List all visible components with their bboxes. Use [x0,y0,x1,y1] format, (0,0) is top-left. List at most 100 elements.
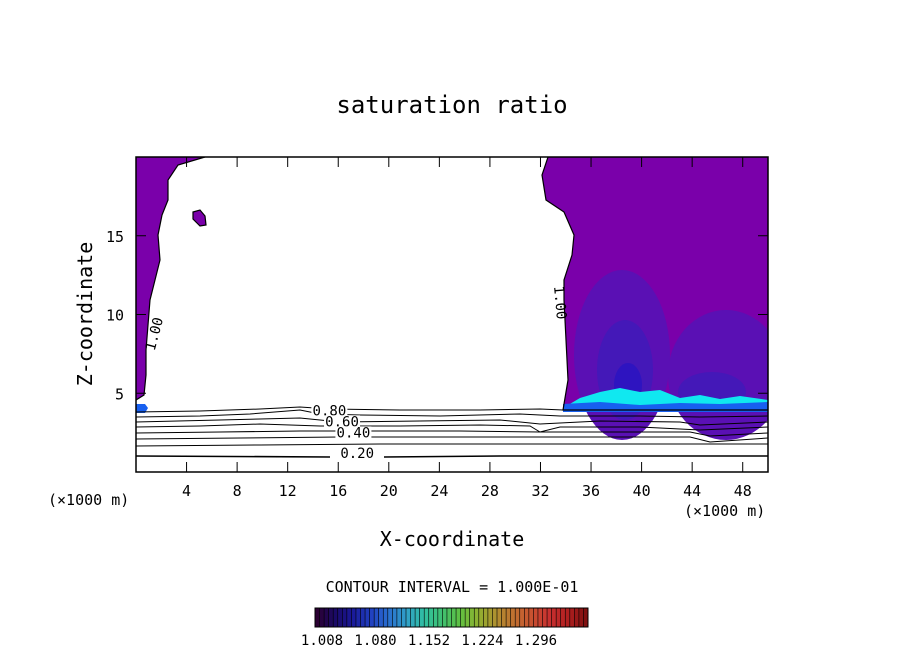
colorbar-swatch [465,608,471,627]
x-tick-label: 12 [279,482,297,500]
contour-line-1-00-blob [192,209,207,227]
colorbar-swatch [355,608,361,627]
contour-line-0-30 [136,443,768,447]
contour-line-0-60 [136,423,768,433]
region-left-supersaturated [136,157,205,400]
colorbar-label: 1.224 [461,633,503,649]
colorbar-swatch [378,608,384,627]
contour-label-bg [335,426,372,441]
colorbar-swatch [346,608,352,627]
contour-interval-label: CONTOUR INTERVAL = 1.000E-01 [326,578,579,596]
colorbar-swatch [328,608,334,627]
contour-line-0-50 [136,430,768,437]
contour-line-0-40 [136,436,768,443]
x-tick-label: 40 [633,482,651,500]
contour-line-0-90 [136,406,564,413]
colorbar-swatch [315,608,321,627]
colorbar-swatch [428,608,434,627]
contour-line-1-00-right [541,157,768,411]
x-tick-label: 44 [683,482,701,500]
contour-line-0-20 [136,455,768,458]
contour-label-bg [339,446,376,461]
colorbar-swatch [574,608,580,627]
x-tick-label: 32 [531,482,549,500]
colorbar-swatch [547,608,553,627]
colorbar-swatch [469,608,475,627]
colorbar-swatch [383,608,389,627]
colorbar-swatch [478,608,484,627]
contour-label: 0.40 [337,425,371,441]
y-tick-label: 10 [106,307,124,325]
colorbar-swatch [524,608,530,627]
colorbar-swatch [396,608,402,627]
colorbar [314,607,589,628]
colorbar-swatch [537,608,543,627]
chart-title: saturation ratio [336,91,567,119]
colorbar-swatch [565,608,571,627]
colorbar-swatch [419,608,425,627]
colorbar-label: 1.296 [515,633,557,649]
x-tick-label: 48 [734,482,752,500]
colorbar-swatch [528,608,534,627]
colorbar-label: 1.080 [354,633,396,649]
region-left-blob [136,404,148,413]
contour-lines [136,157,768,458]
colorbar-swatch [451,608,457,627]
colorbar-swatch [533,608,539,627]
colorbar-swatch [497,608,503,627]
colorbar-swatch [483,608,489,627]
y-tick-label: 15 [106,228,124,246]
colorbar-swatch [401,608,407,627]
colorbar-swatch [583,608,589,627]
x-tick-label: 24 [430,482,448,500]
colorbar-labels: 1.008 1.080 1.152 1.224 1.296 [301,633,557,649]
region-small-blob [193,210,206,226]
colorbar-swatch [578,608,584,627]
colorbar-swatch [337,608,343,627]
contour-line-0-80 [136,409,768,418]
colorbar-swatch [442,608,448,627]
axis-ticks [136,157,768,472]
colorbar-swatch [324,608,330,627]
colorbar-swatch [501,608,507,627]
contour-label: 0.20 [340,446,374,462]
contour-label: 0.60 [325,414,359,430]
y-tick-label: 5 [115,385,124,403]
colorbar-swatch [415,608,421,627]
x-unit-label-left: (×1000 m) [48,491,129,509]
colorbar-swatch [365,608,371,627]
colorbar-swatch [456,608,462,627]
colorbar-swatch [406,608,412,627]
colorbar-swatch [392,608,398,627]
x-tick-label: 4 [182,482,191,500]
colorbar-swatch [360,608,366,627]
colorbar-frame [314,607,589,628]
x-axis-title: X-coordinate [380,527,525,551]
x-tick-label: 20 [380,482,398,500]
colorbar-swatch [374,608,380,627]
contour-label-bg [311,404,348,419]
colorbar-swatch [487,608,493,627]
colorbar-swatch [333,608,339,627]
colorbar-swatch [492,608,498,627]
y-tick-labels: 5 10 15 [106,228,124,404]
x-tick-label: 36 [582,482,600,500]
colorbar-swatch [369,608,375,627]
colorbar-swatch [424,608,430,627]
contour-line-1-00-left [136,157,206,401]
colorbar-swatch [560,608,566,627]
colorbar-swatch [410,608,416,627]
contour-label: 0.80 [313,403,347,419]
colorbar-swatch [433,608,439,627]
contour-label: 1.00 [550,285,569,320]
colorbar-swatch [506,608,512,627]
colorbar-swatch [446,608,452,627]
x-tick-label: 28 [481,482,499,500]
colorbar-swatch [510,608,516,627]
colorbar-label: 1.152 [408,633,450,649]
colorbar-swatch [387,608,393,627]
contour-line-0-70 [136,417,768,426]
filled-regions [136,157,768,440]
x-tick-label: 16 [329,482,347,500]
